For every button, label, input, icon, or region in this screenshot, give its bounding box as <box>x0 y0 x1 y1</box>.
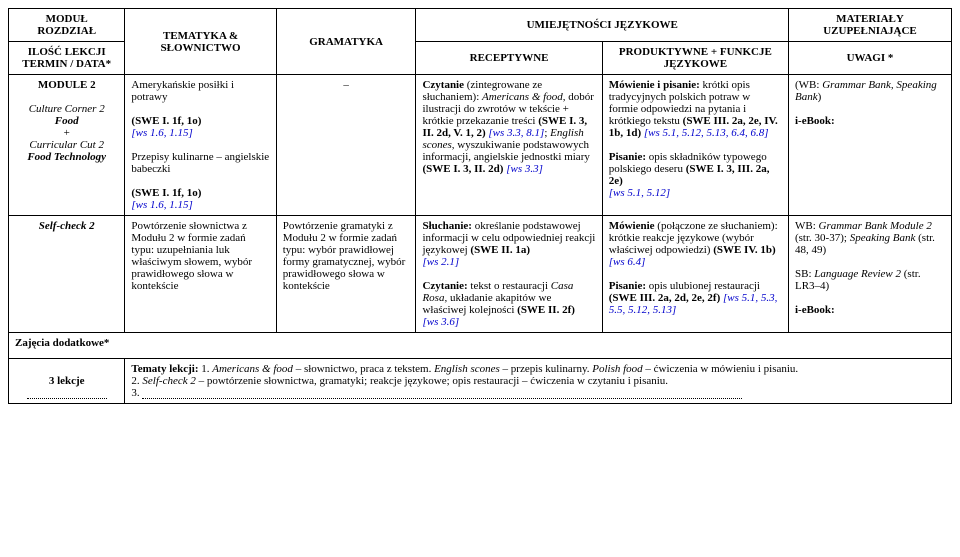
prod2-b: Pisanie: <box>609 151 646 163</box>
topic-a-ref-i: [ws 1.6, 1.15] <box>131 127 192 139</box>
cell-module: MODULE 2 Culture Corner 2 Food + Curricu… <box>9 75 125 216</box>
topic-a: Amerykańskie posiłki i potrawy <box>131 79 234 103</box>
l1: 1. <box>199 363 213 375</box>
sc-recept1-b: Słuchanie: <box>422 220 472 232</box>
cell-topic: Amerykańskie posiłki i potrawy (SWE I. 1… <box>125 75 276 216</box>
module-sub1-i: Culture Corner 2 <box>29 103 105 115</box>
cell-mat-sc: WB: Grammar Bank Module 2 (str. 30-37); … <box>788 216 951 333</box>
sc-prod2-ref-b: (SWE III. 2a, 2d, 2e, 2f) <box>609 292 721 304</box>
tematy-b: Tematy lekcji: <box>131 363 198 375</box>
row-zajecia: Zajęcia dodatkowe* <box>9 333 952 359</box>
sc-prod1-b: Mówienie <box>609 220 655 232</box>
cell-module-sc: Self-check 2 <box>9 216 125 333</box>
curriculum-table: MODUŁ ROZDZIAŁ TEMATYKA & SŁOWNICTWO GRA… <box>8 8 952 404</box>
hdr-col5: PRODUKTYWNE + FUNKCJE JĘZYKOWE <box>602 42 788 75</box>
mat1-end: ) <box>818 91 822 103</box>
cell-recept-sc: Słuchanie: określanie podstawowej inform… <box>416 216 602 333</box>
module-sub1-b: Food <box>55 115 79 127</box>
lekcje-label: 3 lekcje <box>49 375 85 387</box>
l1-t1: – słownictwo, praca z tekstem. <box>293 363 434 375</box>
sc-prod2-b: Pisanie: <box>609 280 646 292</box>
sc-mat1: WB: <box>795 220 819 232</box>
module-label: MODULE 2 <box>38 79 96 91</box>
sc-mat2: SB: <box>795 268 814 280</box>
hdr-col3: GRAMATYKA <box>276 9 416 75</box>
recept-lead-b: Czytanie <box>422 79 464 91</box>
cell-prod: Mówienie i pisanie: krótki opis tradycyj… <box>602 75 788 216</box>
cell-grammar: – <box>276 75 416 216</box>
sc-recept2-ref-i: [ws 3.6] <box>422 316 459 328</box>
sc-mat1-i: Grammar Bank Module 2 <box>819 220 932 232</box>
mat2-b: i-eBook: <box>795 115 835 127</box>
sc-recept2-b: Czytanie: <box>422 280 467 292</box>
topic-b: Przepisy kulinarne – angielskie babeczki <box>131 151 269 175</box>
recept-i1: Americans & food, <box>482 91 565 103</box>
row-selfcheck: Self-check 2 Powtórzenie słownictwa z Mo… <box>9 216 952 333</box>
dotted-line-lekcje <box>27 388 107 399</box>
l1-i2: English scones <box>434 363 500 375</box>
l1-i1: Americans & food <box>212 363 293 375</box>
l1-i3: Polish food <box>592 363 642 375</box>
cell-recept: Czytanie (zintegrowane ze słuchaniem): A… <box>416 75 602 216</box>
sc-mat1-t: (str. 30-37); <box>795 232 850 244</box>
sc-recept1-ref-i: [ws 2.1] <box>422 256 459 268</box>
cell-lekcje: 3 lekcje <box>9 359 125 404</box>
topic-a-ref-b: (SWE I. 1f, 1o) <box>131 115 201 127</box>
cell-prod-sc: Mówienie (połączone ze słuchaniem): krót… <box>602 216 788 333</box>
sc-prod1-ref-b: (SWE IV. 1b) <box>713 244 775 256</box>
prod1-b: Mówienie i pisanie: <box>609 79 700 91</box>
l1-t3: – ćwiczenia w mówieniu i pisaniu. <box>643 363 799 375</box>
hdr-col4: RECEPTYWNE <box>416 42 602 75</box>
hdr-col4-group: UMIEJĘTNOŚCI JĘZYKOWE <box>416 9 789 42</box>
l2: 2. <box>131 375 142 387</box>
module-sub2-b: Food Technology <box>27 151 106 163</box>
hdr-col2: TEMATYKA & SŁOWNICTWO <box>125 9 276 75</box>
topic-b-ref-i: [ws 1.6, 1.15] <box>131 199 192 211</box>
header-row-1: MODUŁ ROZDZIAŁ TEMATYKA & SŁOWNICTWO GRA… <box>9 9 952 42</box>
l1-t2: – przepis kulinarny. <box>500 363 592 375</box>
recept-ref2-i: [ws 3.3] <box>503 163 542 175</box>
topic-b-ref-b: (SWE I. 1f, 1o) <box>131 187 201 199</box>
hdr-col6b: UWAGI * <box>788 42 951 75</box>
mat1: (WB: <box>795 79 822 91</box>
sc-prod2-t: opis ulubionej restauracji <box>646 280 760 292</box>
cell-tematy: Tematy lekcji: 1. Americans & food – sło… <box>125 359 952 404</box>
prod1-ref-i: [ws 5.1, 5.12, 5.13, 6.4, 6.8] <box>641 127 768 139</box>
sc-prod1-ref-i: [ws 6.4] <box>609 256 646 268</box>
sc-recept1-ref-b: (SWE II. 1a) <box>470 244 530 256</box>
sc-mat1-i2: Speaking Bank <box>850 232 916 244</box>
sc-recept2-ref-b: (SWE II. 2f) <box>517 304 575 316</box>
hdr-col1a: MODUŁ ROZDZIAŁ <box>9 9 125 42</box>
sc-mat3-b: i-eBook: <box>795 304 835 316</box>
module-plus: + <box>64 127 70 139</box>
sc-recept2-t: tekst o restauracji <box>468 280 551 292</box>
cell-zajecia: Zajęcia dodatkowe* <box>9 333 952 359</box>
row-module2: MODULE 2 Culture Corner 2 Food + Curricu… <box>9 75 952 216</box>
recept-ref2-b: (SWE I. 3, II. 2d) <box>422 163 503 175</box>
row-tematy: 3 lekcje Tematy lekcji: 1. Americans & f… <box>9 359 952 404</box>
module-sub2-i: Curricular Cut 2 <box>29 139 104 151</box>
prod2-ref-i: [ws 5.1, 5.12] <box>609 187 670 199</box>
cell-mat: (WB: Grammar Bank, Speaking Bank) i-eBoo… <box>788 75 951 216</box>
l2-i: Self-check 2 <box>142 375 195 387</box>
sc-mat2-i: Language Review 2 <box>814 268 901 280</box>
hdr-col1b: ILOŚĆ LEKCJI TERMIN / DATA* <box>9 42 125 75</box>
l3: 3. <box>131 387 142 399</box>
cell-topic-sc: Powtórzenie słownictwa z Modułu 2 w form… <box>125 216 276 333</box>
l2-t: – powtórzenie słownictwa, gramatyki; rea… <box>196 375 668 387</box>
hdr-col6a: MATERIAŁY UZUPEŁNIAJĄCE <box>788 9 951 42</box>
recept-ref1-i: [ws 3.3, 8.1] <box>486 127 545 139</box>
zajecia-label: Zajęcia dodatkowe* <box>15 337 109 349</box>
module-sc-label: Self-check 2 <box>39 220 95 232</box>
cell-grammar-sc: Powtórzenie gramatyki z Modułu 2 w formi… <box>276 216 416 333</box>
dotted-line-l3 <box>142 388 742 399</box>
